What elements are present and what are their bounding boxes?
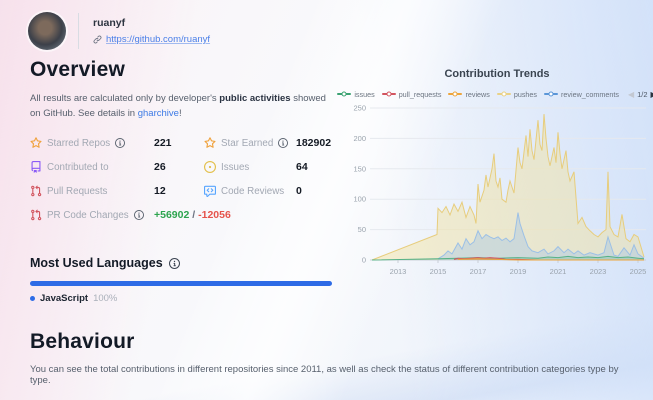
legend-marker xyxy=(337,91,352,97)
stat-starred-repos-value: 221 xyxy=(154,137,172,149)
chart-title: Contribution Trends xyxy=(444,68,550,80)
stat-pr-code-changes-value: +56902 / -12056 xyxy=(154,209,335,221)
svg-text:2015: 2015 xyxy=(430,267,447,276)
svg-text:2019: 2019 xyxy=(510,267,527,276)
svg-text:2013: 2013 xyxy=(390,267,407,276)
stat-label: Code Reviews xyxy=(221,185,285,197)
avatar xyxy=(28,12,66,50)
legend-marker xyxy=(544,91,559,97)
overview-desc-part2: showed on GitHub. See details in xyxy=(30,93,326,119)
chart-legend: issues pull_requests reviews pushes review_c… xyxy=(337,88,653,100)
legend-item-pushes[interactable]: pushes xyxy=(496,90,537,99)
legend-page-indicator: 1/2 xyxy=(637,89,648,99)
stat-contributed-to: Contributed to xyxy=(30,161,154,173)
overview-desc-end: ! xyxy=(178,107,182,119)
stat-contributed-to-value: 26 xyxy=(154,161,166,173)
svg-text:100: 100 xyxy=(353,195,366,204)
legend-item-pull_requests[interactable]: pull_requests xyxy=(381,90,441,99)
stat-label: Starred Repos xyxy=(47,137,111,149)
repo-icon xyxy=(30,161,42,173)
svg-text:2017: 2017 xyxy=(470,267,487,276)
overview-title: Overview xyxy=(30,58,125,81)
gharchive-link[interactable]: gharchive xyxy=(137,107,179,119)
legend-marker xyxy=(448,91,463,97)
overview-desc-part1: All results are calculated only by devel… xyxy=(30,93,220,104)
pull-request-icon xyxy=(30,185,42,197)
behaviour-title: Behaviour xyxy=(30,330,135,353)
svg-text:2021: 2021 xyxy=(550,267,567,276)
contribution-trends-chart: 0 50 100 150 200 250 2013 2015 2017 2019 2021 2023 2… xyxy=(353,104,647,277)
svg-text:2025: 2025 xyxy=(630,267,647,276)
additions-value: +56902 xyxy=(154,209,190,221)
star-icon xyxy=(204,137,216,149)
info-icon[interactable] xyxy=(115,138,126,148)
stat-label: Pull Requests xyxy=(47,185,108,197)
language-bar-segment-javascript xyxy=(30,281,332,286)
stat-label: Star Earned xyxy=(221,137,274,149)
link-icon xyxy=(93,35,102,44)
stat-pull-requests-value: 12 xyxy=(154,185,166,197)
svg-text:150: 150 xyxy=(353,164,366,173)
info-icon[interactable] xyxy=(278,138,289,148)
stat-code-reviews: Code Reviews xyxy=(204,185,296,197)
language-name: JavaScript xyxy=(40,293,89,304)
profile-url-link[interactable]: https://github.com/ruanyf xyxy=(106,34,211,45)
profile-header: ruanyf https://github.com/ruanyf xyxy=(28,12,210,50)
svg-text:50: 50 xyxy=(358,225,366,234)
stat-star-earned: Star Earned xyxy=(204,137,296,149)
language-bar xyxy=(30,281,332,286)
code-review-icon xyxy=(204,185,216,197)
svg-text:2023: 2023 xyxy=(590,267,607,276)
legend-marker xyxy=(496,91,511,97)
stat-code-reviews-value: 0 xyxy=(296,185,302,197)
legend-marker xyxy=(381,91,396,97)
legend-item-issues[interactable]: issues xyxy=(337,90,375,99)
legend-prev-arrow[interactable]: ◀ xyxy=(627,89,635,99)
behaviour-description: You can see the total contributions in d… xyxy=(30,364,619,386)
language-list-item: JavaScript 100% xyxy=(30,293,117,304)
stat-starred-repos: Starred Repos xyxy=(30,137,154,149)
language-percent: 100% xyxy=(93,293,118,304)
legend-next-arrow[interactable]: ▶ xyxy=(651,90,653,99)
pull-request-icon xyxy=(30,209,42,221)
contribution-trends-panel: Contribution Trends issues pull_requests r… xyxy=(337,68,653,283)
legend-item-review_comments[interactable]: review_comments xyxy=(544,90,619,99)
overview-description: All results are calculated only by devel… xyxy=(30,92,332,121)
svg-text:200: 200 xyxy=(353,134,366,143)
legend-pager: ◀1/2▶ xyxy=(628,90,653,99)
legend-item-reviews[interactable]: reviews xyxy=(448,90,490,99)
stat-pull-requests: Pull Requests xyxy=(30,185,154,197)
deletions-value: -12056 xyxy=(198,209,231,221)
username: ruanyf xyxy=(93,17,126,29)
overview-desc-bold: public activities xyxy=(219,93,291,104)
stat-star-earned-value: 182902 xyxy=(296,137,332,149)
stat-issues: Issues xyxy=(204,161,296,173)
stat-label: PR Code Changes xyxy=(47,209,129,221)
value-separator: / xyxy=(192,209,196,221)
stat-label: Contributed to xyxy=(47,161,109,173)
info-icon[interactable] xyxy=(133,210,144,220)
overview-stats: Starred Repos 221 Star Earned 182902 Con… xyxy=(30,137,335,221)
stat-pr-code-changes: PR Code Changes xyxy=(30,209,154,221)
svg-text:0: 0 xyxy=(362,256,366,265)
info-icon[interactable] xyxy=(168,257,180,269)
stat-issues-value: 64 xyxy=(296,161,308,173)
header-divider xyxy=(78,13,79,49)
svg-text:250: 250 xyxy=(353,104,366,113)
most-used-languages-title: Most Used Languages xyxy=(30,256,163,270)
language-dot xyxy=(30,296,35,301)
issue-opened-icon xyxy=(204,161,216,173)
star-icon xyxy=(30,137,42,149)
stat-label: Issues xyxy=(221,161,250,173)
